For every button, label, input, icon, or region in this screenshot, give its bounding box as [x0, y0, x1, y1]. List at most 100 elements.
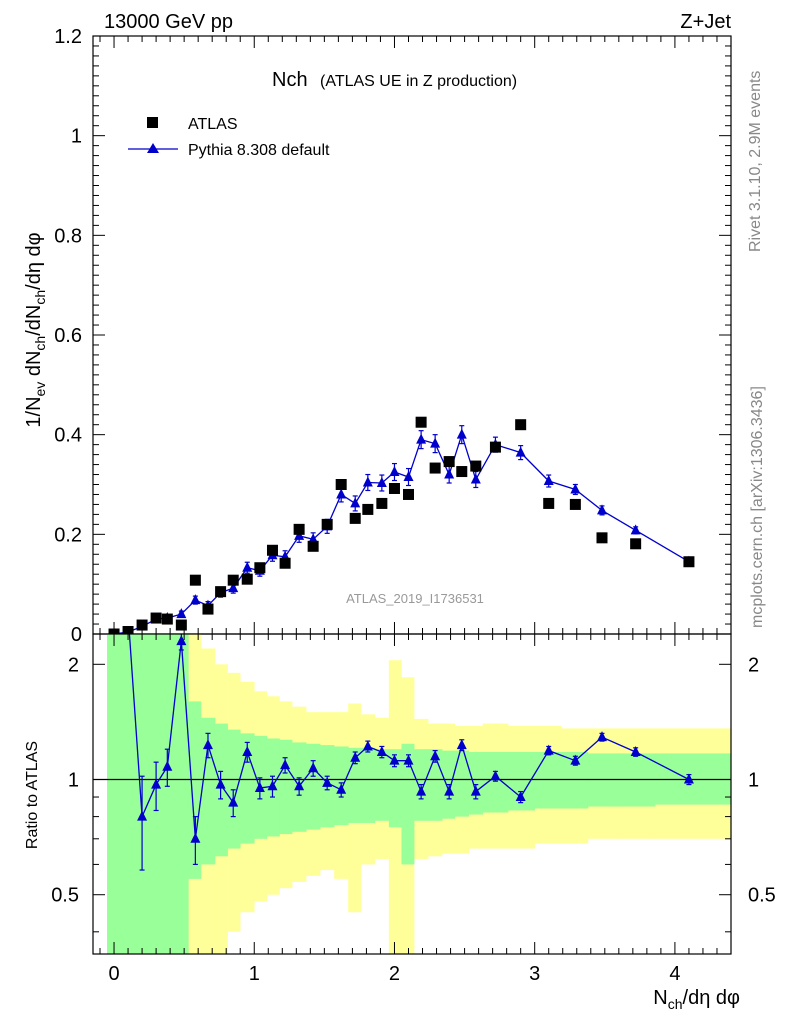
atlas-data-point — [321, 518, 333, 530]
ratio-mc-point — [630, 746, 641, 757]
mcplots-label: mcplots.cern.ch [arXiv:1306.3436] — [749, 386, 766, 628]
x-tick-label: 3 — [529, 963, 540, 985]
mc-point — [570, 483, 581, 494]
legend-mc-label: Pythia 8.308 default — [188, 142, 330, 159]
atlas-data-point — [349, 512, 361, 524]
ratio-marks — [93, 634, 731, 954]
atlas-data-point — [266, 544, 278, 556]
y-tick-label: 0.4 — [54, 425, 82, 447]
mc-point — [350, 497, 361, 508]
atlas-data-point — [335, 479, 347, 490]
y-tick-label: 0 — [71, 624, 82, 646]
ratio-mc-point — [228, 796, 239, 807]
y-tick-label: 1.2 — [54, 26, 82, 48]
atlas-data-point — [515, 419, 527, 431]
ratio-mc-point — [376, 746, 387, 757]
atlas-data-point — [470, 460, 482, 472]
stat-uncertainty-band — [121, 634, 136, 954]
atlas-data-point — [596, 532, 608, 544]
mc-point — [242, 561, 253, 572]
ratio-mc-point — [444, 785, 455, 796]
ratio-y-tick-label: 1 — [68, 770, 79, 792]
ratio-mc-point — [470, 785, 481, 796]
ratio-mc-point — [416, 785, 427, 796]
main-y-axis-title: 1/Nev dNch/dNch/dη dφ — [23, 232, 48, 427]
ratio-y-tick-label-right: 1 — [748, 770, 759, 792]
ratio-mc-point — [280, 759, 291, 770]
ratio-mc-point — [202, 739, 213, 750]
ratio-mc-point — [596, 731, 607, 742]
y-tick-label: 0.2 — [54, 524, 82, 546]
ratio-mc-point — [336, 783, 347, 794]
atlas-data-point — [293, 523, 305, 535]
stat-uncertainty-band — [306, 743, 321, 830]
ratio-mc-point — [362, 740, 373, 751]
legend: ATLAS Pythia 8.308 default — [128, 116, 330, 159]
atlas-data-point — [254, 562, 266, 574]
mc-point — [190, 594, 201, 605]
mc-point — [228, 582, 239, 593]
ratio-mc-point — [294, 780, 305, 791]
ratio-y-tick-label-right: 2 — [748, 654, 759, 676]
ratio-mc-point — [350, 751, 361, 762]
atlas-data-point — [362, 503, 374, 515]
ratio-frame — [92, 633, 732, 955]
atlas-data-point — [136, 619, 148, 631]
ratio-mc-point — [515, 791, 526, 802]
mc-point — [416, 433, 427, 444]
atlas-data-point — [415, 416, 427, 428]
mc-point — [389, 466, 400, 477]
atlas-data-point — [683, 556, 695, 568]
mc-point — [470, 473, 481, 484]
atlas-data-point — [189, 574, 201, 586]
ratio-mc-point — [570, 754, 581, 765]
analysis-watermark: ATLAS_2019_I1736531 — [346, 591, 484, 606]
ratio-mc-point — [151, 778, 162, 789]
mc-point — [630, 524, 641, 535]
mc-point — [444, 468, 455, 479]
main-ticks: 0 0.2 0.4 0.6 0.8 1 1.2 — [54, 26, 731, 646]
atlas-data-point — [241, 573, 253, 585]
stat-uncertainty-band — [468, 752, 484, 815]
stat-uncertainty-band — [401, 743, 415, 865]
mc-point — [515, 446, 526, 457]
ratio-mc-point — [215, 778, 226, 789]
main-panel: 0 0.2 0.4 0.6 0.8 1 1.2 Nch (ATLAS UE in Z pro… — [23, 26, 732, 646]
ratio-mc-point — [137, 810, 148, 821]
atlas-data-point — [543, 497, 555, 509]
stat-uncertainty-band — [163, 634, 175, 954]
rivet-version-label: Rivet 3.1.10, 2.9M events — [747, 71, 764, 252]
stat-uncertainty-band — [360, 747, 376, 823]
ratio-mc-point — [322, 776, 333, 787]
mc-point — [336, 488, 347, 499]
legend-mc-marker — [147, 143, 159, 153]
ratio-ticks: 0 1 2 3 4 0.5 0.5 1 1 2 2 — [51, 634, 776, 985]
stat-uncertainty-band — [188, 701, 202, 879]
mc-point — [596, 504, 607, 515]
atlas-data-point — [456, 466, 468, 478]
ratio-y-tick-label: 0.5 — [51, 885, 79, 907]
ratio-mc-point — [490, 770, 501, 781]
atlas-data-point — [630, 538, 642, 550]
ratio-mc-line — [128, 634, 690, 839]
main-marks — [108, 416, 695, 634]
stat-uncertainty-band — [227, 729, 241, 849]
atlas-data-point — [569, 498, 581, 510]
y-tick-label: 1 — [71, 126, 82, 148]
ratio-mc-point — [267, 780, 278, 791]
atlas-data-point — [429, 462, 441, 474]
y-tick-label: 0.6 — [54, 325, 82, 347]
plot-title: Nch — [272, 69, 308, 91]
atlas-data-point — [202, 603, 214, 615]
mc-point — [376, 477, 387, 488]
ratio-mc-point — [308, 762, 319, 773]
stat-uncertainty-band — [388, 749, 402, 828]
stat-uncertainty-band — [482, 752, 509, 813]
atlas-data-point — [489, 441, 501, 453]
atlas-data-point — [443, 456, 455, 468]
atlas-data-point — [150, 612, 162, 624]
mc-point — [362, 476, 373, 487]
ratio-mc-point — [242, 746, 253, 757]
ratio-y-tick-label-right: 0.5 — [748, 885, 776, 907]
mc-point — [176, 608, 187, 619]
